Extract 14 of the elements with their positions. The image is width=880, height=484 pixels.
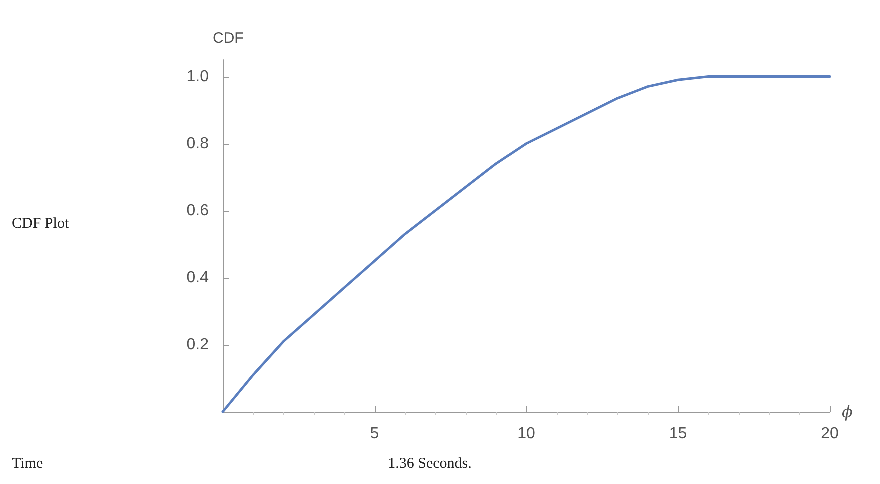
y-tick-label: 1.0: [186, 68, 210, 86]
text: CDF Plot: [12, 216, 70, 233]
y-tick-label: 0.6: [186, 202, 210, 220]
x-tick-label: 15: [669, 426, 688, 442]
text: 1.36 Seconds.: [388, 456, 472, 473]
text: Time: [12, 456, 44, 473]
x-tick-label: 20: [821, 426, 839, 442]
y-tick-label: 0.2: [186, 336, 210, 354]
x-tick-label: 10: [518, 426, 536, 442]
y-axis-title: CDF: [213, 30, 244, 47]
x-tick-label: 5: [370, 426, 380, 442]
y-tick-label: 0.4: [186, 269, 210, 286]
x-axis-title: ϕ: [842, 402, 853, 422]
y-tick-label: 0.8: [186, 135, 210, 152]
